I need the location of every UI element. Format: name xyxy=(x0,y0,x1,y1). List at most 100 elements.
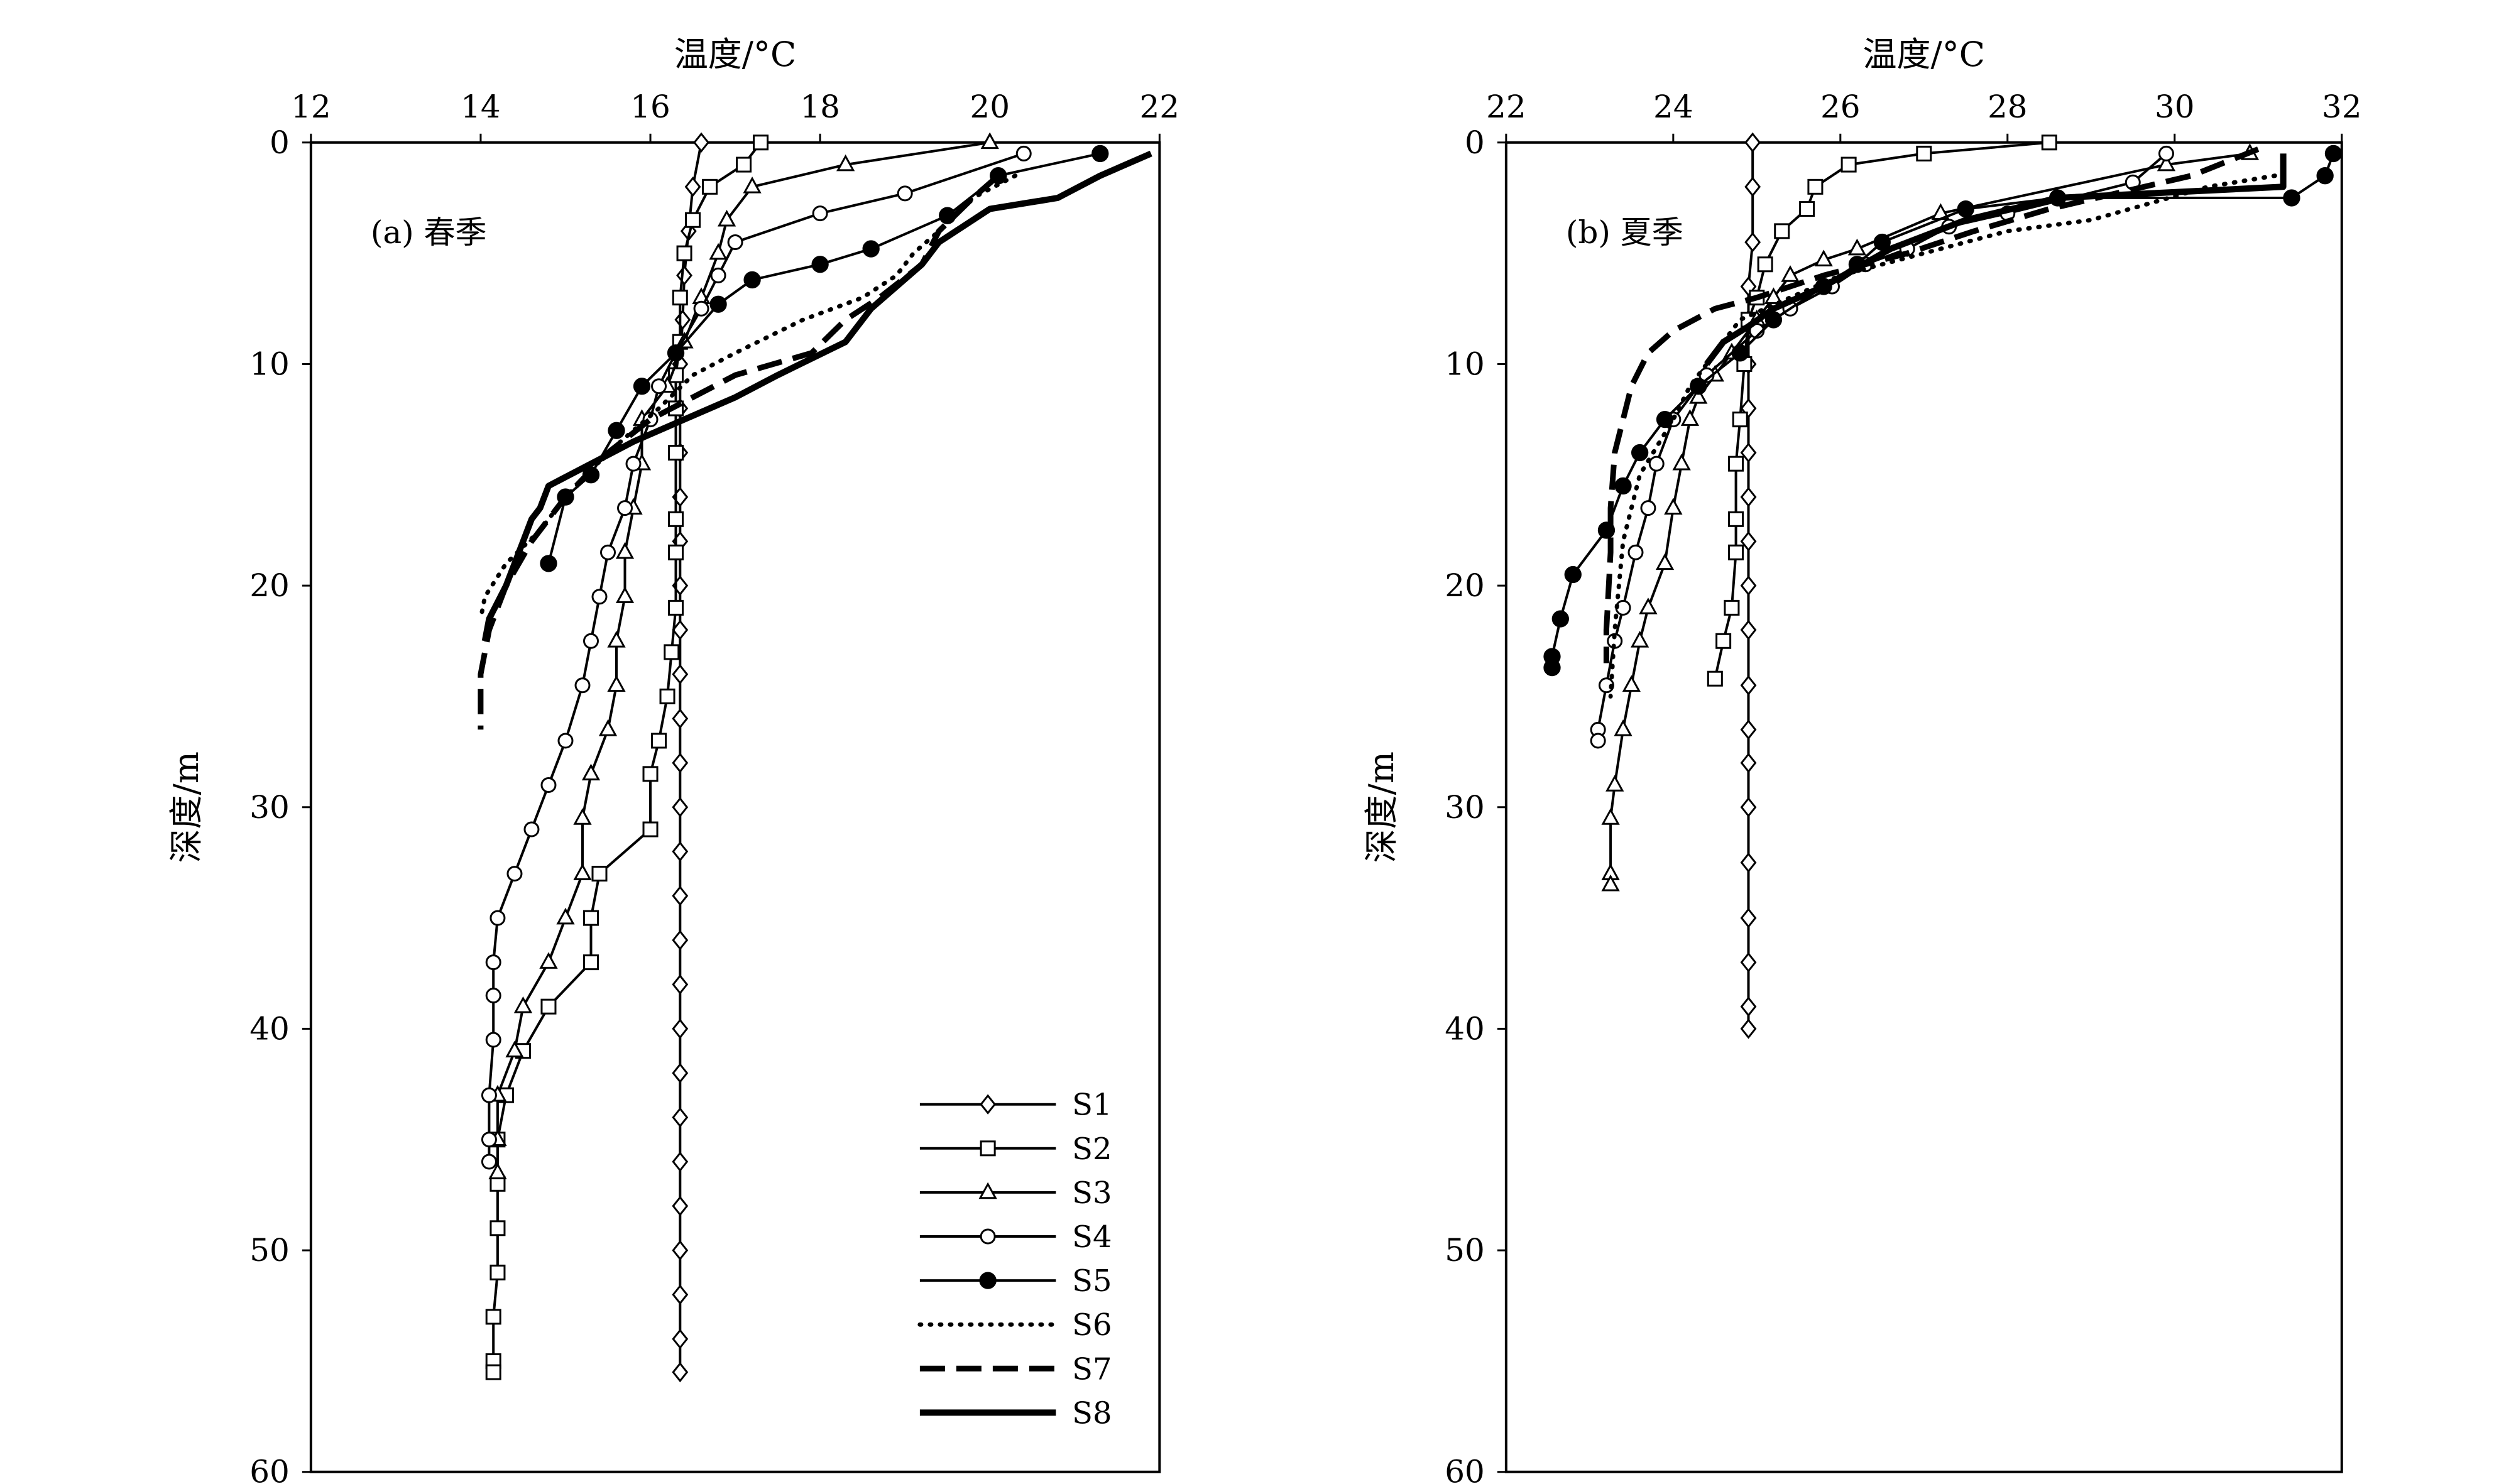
data-point xyxy=(574,677,591,694)
data-point xyxy=(573,808,592,825)
series-line-s4 xyxy=(488,152,1024,1162)
data-point xyxy=(490,1220,506,1236)
data-point xyxy=(672,1284,689,1305)
data-point xyxy=(1740,797,1757,817)
legend-marker-s2 xyxy=(980,1140,996,1157)
y-tick-label: 20 xyxy=(249,567,290,604)
data-point xyxy=(540,998,557,1015)
legend-label-s7: S7 xyxy=(1072,1351,1112,1387)
x-axis-title: 温度/°C xyxy=(1863,35,1986,74)
series-line-s8 xyxy=(1704,153,2287,366)
data-point xyxy=(1774,223,1790,239)
data-point xyxy=(672,1361,689,1383)
series-s4 xyxy=(481,145,1032,1170)
data-point xyxy=(667,344,685,362)
panel-label: (b) 夏季 xyxy=(1566,214,1683,251)
data-point xyxy=(642,766,659,782)
data-point xyxy=(753,134,769,151)
data-point xyxy=(836,154,855,172)
data-point xyxy=(684,177,701,197)
data-point xyxy=(615,542,635,559)
data-point xyxy=(523,821,540,837)
data-point xyxy=(1597,521,1616,539)
data-point xyxy=(651,733,667,749)
data-point xyxy=(1605,775,1624,792)
series-s3 xyxy=(488,132,999,1179)
data-point xyxy=(485,1032,501,1048)
data-point xyxy=(672,619,689,640)
data-point xyxy=(581,763,601,781)
data-point xyxy=(1551,610,1569,628)
data-point xyxy=(1781,265,1800,282)
series-s6 xyxy=(1608,173,2277,699)
data-point xyxy=(672,290,688,306)
data-point xyxy=(672,708,689,729)
data-point xyxy=(709,295,727,313)
series-line-s2 xyxy=(492,141,762,1372)
data-point xyxy=(490,1264,506,1280)
y-tick-label: 60 xyxy=(1445,1454,1485,1484)
data-point xyxy=(481,1132,497,1148)
data-point xyxy=(672,1062,689,1084)
data-point xyxy=(672,930,689,951)
data-point xyxy=(615,586,635,604)
data-point xyxy=(556,907,575,925)
x-tick-label: 16 xyxy=(630,89,670,125)
series-line-s6 xyxy=(1608,173,2277,699)
data-point xyxy=(1543,658,1561,677)
legend-marker-s4 xyxy=(980,1228,996,1245)
data-point xyxy=(1627,544,1644,560)
data-point xyxy=(539,952,558,969)
data-point xyxy=(1740,952,1757,973)
panel-spring: 12 14 16 18 20 22 0 10 20 30 40 50 60 温度/°C 深度/m (a) 春季… xyxy=(167,35,1179,1484)
data-point xyxy=(668,511,684,527)
data-point xyxy=(1807,178,1824,195)
series-line-s3 xyxy=(1609,152,2250,885)
data-point xyxy=(736,156,752,173)
data-point xyxy=(1728,544,1744,560)
y-axis-title: 深度/m xyxy=(167,751,206,863)
data-point xyxy=(1564,565,1582,584)
data-point xyxy=(506,866,523,882)
data-point xyxy=(862,240,880,258)
data-point xyxy=(1639,597,1658,614)
data-point xyxy=(1728,511,1744,527)
data-point xyxy=(1728,456,1744,472)
data-point xyxy=(513,996,533,1013)
data-point xyxy=(659,688,675,704)
data-point xyxy=(485,1309,501,1325)
data-point xyxy=(642,821,659,837)
data-point xyxy=(743,271,761,289)
data-point xyxy=(582,910,599,926)
data-point xyxy=(1916,145,1932,161)
data-point xyxy=(664,644,680,660)
data-point xyxy=(488,1162,507,1179)
data-point xyxy=(1740,753,1757,773)
data-point xyxy=(1631,630,1649,648)
data-point xyxy=(717,209,736,227)
data-point xyxy=(702,178,718,195)
data-point xyxy=(625,456,642,472)
data-point xyxy=(485,988,501,1004)
x-tick-label: 12 xyxy=(291,89,331,125)
data-point xyxy=(1840,156,1857,173)
data-point xyxy=(672,1151,689,1172)
y-tick-label: 0 xyxy=(1465,124,1485,161)
data-point xyxy=(1740,719,1757,740)
data-point xyxy=(1799,201,1815,217)
data-point xyxy=(980,132,999,150)
data-point xyxy=(1715,633,1732,649)
data-point xyxy=(693,300,709,317)
data-point xyxy=(743,177,762,194)
data-point xyxy=(672,974,689,995)
data-point xyxy=(1707,670,1723,687)
data-point xyxy=(505,1040,524,1057)
data-point xyxy=(672,1018,689,1039)
data-point xyxy=(676,245,692,261)
data-point xyxy=(2041,134,2057,151)
legend-label-s3: S3 xyxy=(1072,1176,1112,1211)
data-point xyxy=(1847,238,1867,256)
legend: S1 S2 S3 S4 S5 S6 S7 S8 xyxy=(917,1088,1112,1431)
data-point xyxy=(1614,719,1633,736)
legend-label-s5: S5 xyxy=(1072,1263,1112,1299)
